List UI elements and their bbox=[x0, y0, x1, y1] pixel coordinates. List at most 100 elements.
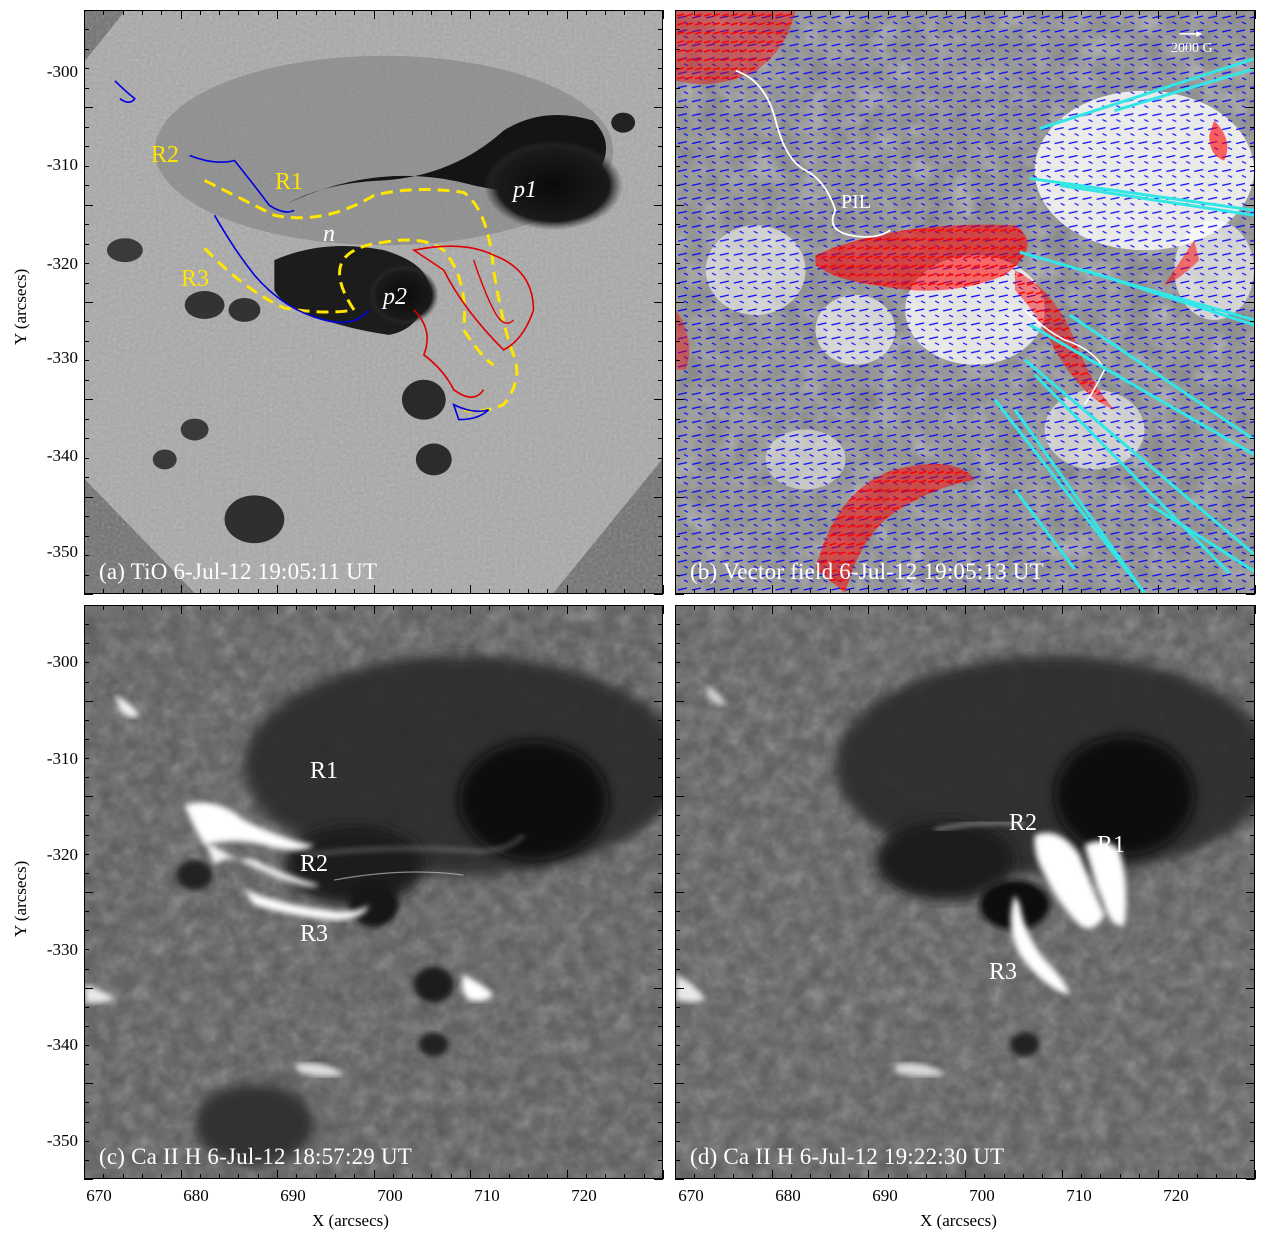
axis-tick bbox=[675, 1007, 680, 1008]
axis-tick bbox=[675, 244, 680, 245]
axis-tick bbox=[103, 1174, 104, 1179]
panel-c-caii-h: R1 R2 R3 (c) Ca II H 6-Jul-12 18:57:29 U… bbox=[84, 605, 663, 1179]
axis-tick bbox=[547, 589, 548, 594]
axis-tick bbox=[1250, 146, 1255, 147]
axis-tick bbox=[258, 1174, 259, 1179]
axis-tick bbox=[984, 10, 985, 15]
axis-tick bbox=[658, 815, 663, 816]
axis-tick bbox=[1250, 263, 1255, 264]
label-n: n bbox=[323, 221, 335, 247]
axis-tick bbox=[658, 419, 663, 420]
axis-tick bbox=[142, 10, 143, 15]
axis-tick bbox=[675, 458, 680, 459]
axis-tick bbox=[644, 605, 645, 610]
axis-tick bbox=[1250, 835, 1255, 836]
axis-tick bbox=[84, 555, 89, 556]
axis-tick bbox=[84, 605, 85, 614]
ytick-c-330: -330 bbox=[46, 940, 78, 959]
axis-tick bbox=[1250, 1102, 1255, 1103]
axis-tick bbox=[675, 1122, 680, 1123]
ytick-c-300: -300 bbox=[46, 652, 78, 671]
axis-tick bbox=[296, 10, 297, 15]
axis-tick bbox=[658, 224, 663, 225]
axis-tick bbox=[1246, 1083, 1255, 1084]
axis-tick bbox=[84, 49, 89, 50]
axis-tick bbox=[675, 263, 680, 264]
axis-tick bbox=[1246, 605, 1255, 606]
axis-tick bbox=[1081, 1174, 1082, 1179]
xtick-d-710: 710 bbox=[1066, 1186, 1092, 1205]
axis-tick bbox=[675, 419, 680, 420]
axis-tick bbox=[984, 605, 985, 610]
axis-tick bbox=[393, 1174, 394, 1179]
axis-tick bbox=[84, 107, 93, 108]
axis-tick bbox=[658, 835, 663, 836]
axis-tick bbox=[238, 10, 239, 15]
axis-tick bbox=[84, 10, 93, 11]
axis-tick bbox=[675, 399, 684, 400]
axis-tick bbox=[528, 605, 529, 610]
axis-tick bbox=[470, 10, 471, 19]
x-axis-label-right: X (arcsecs) bbox=[920, 1211, 997, 1230]
axis-tick bbox=[1255, 605, 1256, 614]
axis-tick bbox=[658, 263, 663, 264]
axis-tick bbox=[1250, 419, 1255, 420]
axis-tick bbox=[84, 835, 89, 836]
axis-tick bbox=[1250, 536, 1255, 537]
axis-tick bbox=[84, 419, 89, 420]
axis-tick bbox=[658, 477, 663, 478]
axis-tick bbox=[489, 589, 490, 594]
axis-tick bbox=[1250, 1141, 1255, 1142]
axis-tick bbox=[658, 1007, 663, 1008]
axis-tick bbox=[258, 10, 259, 15]
axis-tick bbox=[1250, 185, 1255, 186]
axis-tick bbox=[123, 10, 124, 15]
axis-tick bbox=[675, 835, 680, 836]
axis-tick bbox=[675, 605, 676, 614]
axis-tick bbox=[567, 605, 568, 614]
y-axis-label-bottom: Y (arcsecs) bbox=[11, 860, 30, 937]
axis-tick bbox=[791, 589, 792, 594]
axis-tick bbox=[1158, 1170, 1159, 1179]
axis-tick bbox=[84, 1102, 89, 1103]
axis-tick bbox=[84, 892, 93, 893]
axis-tick bbox=[675, 949, 680, 950]
axis-tick bbox=[277, 1170, 278, 1179]
axis-tick bbox=[675, 516, 680, 517]
axis-tick bbox=[84, 585, 85, 594]
axis-tick bbox=[675, 166, 680, 167]
axis-tick bbox=[84, 244, 89, 245]
axis-tick bbox=[658, 29, 663, 30]
axis-tick bbox=[431, 605, 432, 610]
axis-tick bbox=[451, 10, 452, 15]
axis-tick bbox=[1250, 458, 1255, 459]
axis-tick bbox=[663, 1170, 664, 1179]
ytick-a-320: -320 bbox=[46, 254, 78, 273]
axis-tick bbox=[888, 10, 889, 15]
axis-tick bbox=[675, 1179, 684, 1180]
axis-tick bbox=[658, 930, 663, 931]
axis-tick bbox=[752, 605, 753, 610]
axis-tick bbox=[965, 1170, 966, 1179]
axis-tick bbox=[1042, 589, 1043, 594]
axis-tick bbox=[675, 380, 680, 381]
axis-tick bbox=[868, 585, 869, 594]
axis-tick bbox=[1100, 589, 1101, 594]
axis-tick bbox=[1250, 49, 1255, 50]
axis-tick bbox=[1197, 1174, 1198, 1179]
axis-tick bbox=[161, 589, 162, 594]
axis-tick bbox=[1250, 777, 1255, 778]
label-r1: R1 bbox=[275, 169, 304, 195]
axis-tick bbox=[84, 1007, 89, 1008]
axis-tick bbox=[658, 244, 663, 245]
axis-tick bbox=[84, 720, 89, 721]
axis-tick bbox=[509, 589, 510, 594]
axis-tick bbox=[1236, 1174, 1237, 1179]
axis-tick bbox=[84, 360, 89, 361]
axis-tick bbox=[489, 10, 490, 15]
axis-tick bbox=[1216, 1174, 1217, 1179]
ytick-c-320: -320 bbox=[46, 845, 78, 864]
axis-tick bbox=[1246, 988, 1255, 989]
axis-tick bbox=[830, 10, 831, 15]
axis-tick bbox=[1255, 585, 1256, 594]
